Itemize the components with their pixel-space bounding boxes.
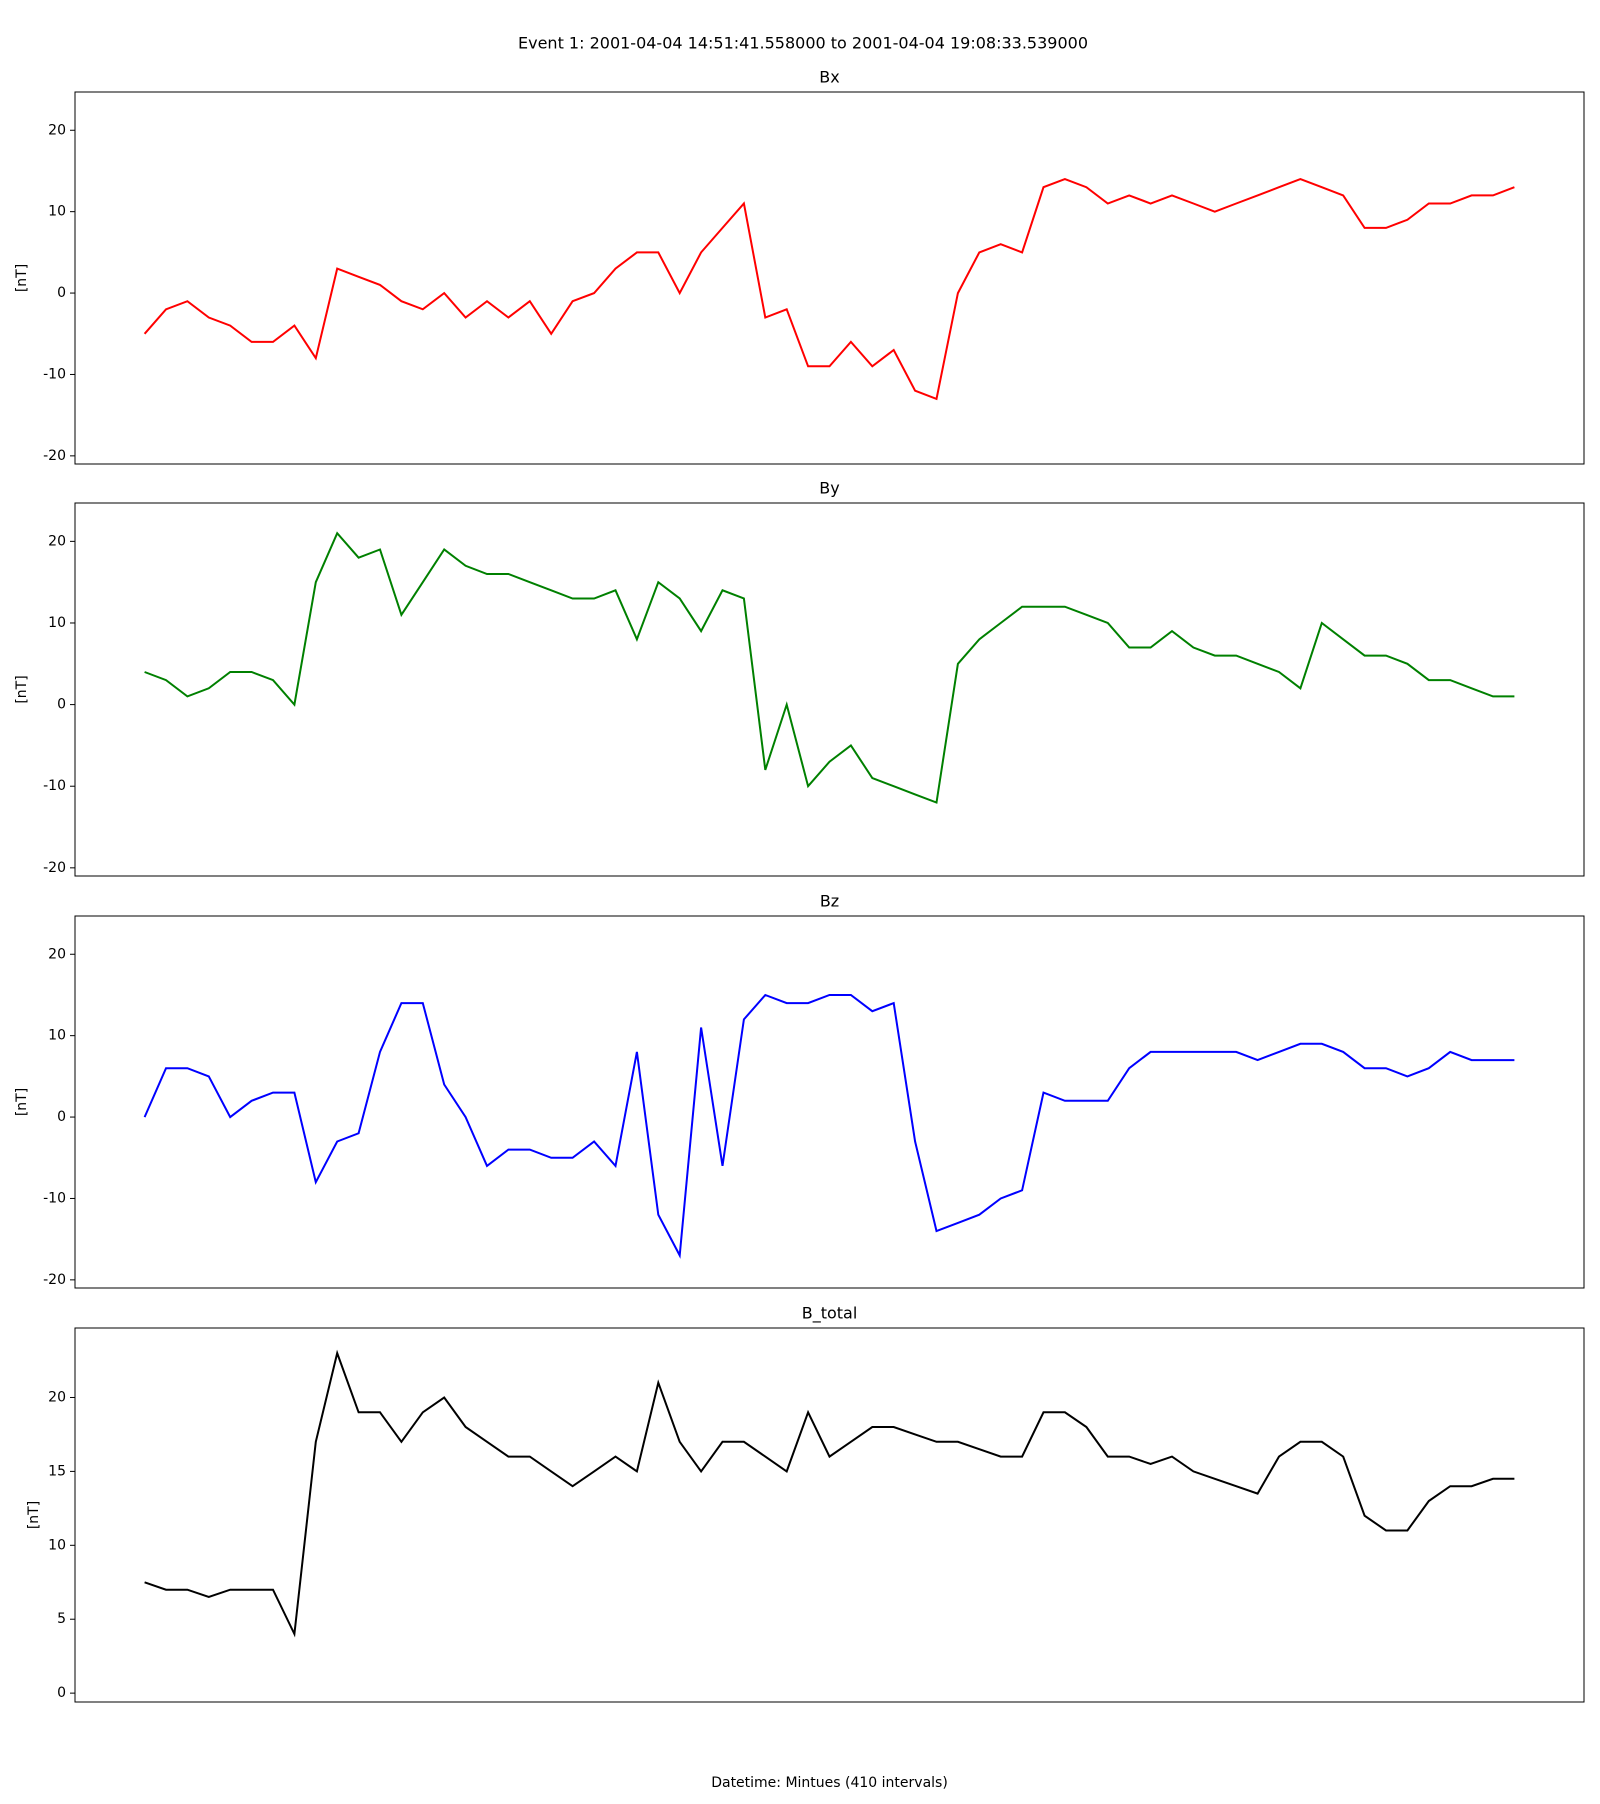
y-tick-label: 20 xyxy=(48,1389,66,1405)
y-tick-label: 5 xyxy=(57,1611,66,1627)
y-tick-label: -20 xyxy=(43,448,66,464)
y-tick-label: 0 xyxy=(57,285,66,301)
y-tick-label: 20 xyxy=(48,533,66,549)
data-line xyxy=(144,531,1515,804)
y-tick-label: -10 xyxy=(43,778,66,794)
plot-frame xyxy=(74,502,1585,877)
y-axis-label: [nT] xyxy=(14,675,30,703)
y-tick-label: 0 xyxy=(57,1109,66,1125)
data-line xyxy=(143,178,1515,401)
y-axis-label: [nT] xyxy=(26,1501,42,1529)
y-tick-label: 20 xyxy=(48,122,66,138)
y-tick-label: 20 xyxy=(48,946,66,962)
y-tick-label: 10 xyxy=(48,1537,66,1553)
y-tick-label: -20 xyxy=(43,1272,66,1288)
plot-frame xyxy=(74,1327,1585,1703)
y-tick-label: -20 xyxy=(43,860,66,876)
figure-title: Event 1: 2001-04-04 14:51:41.558000 to 2… xyxy=(518,34,1088,53)
y-axis-label: [nT] xyxy=(14,264,30,292)
subplot-title: By xyxy=(819,479,839,498)
y-tick-label: 10 xyxy=(48,615,66,631)
y-axis-label: [nT] xyxy=(14,1088,30,1116)
y-tick-label: 0 xyxy=(57,697,66,713)
y-tick-label: -10 xyxy=(43,1190,66,1206)
plot-frame xyxy=(74,91,1585,465)
subplot-title: Bz xyxy=(820,892,839,911)
plot-frame xyxy=(74,915,1585,1289)
data-line xyxy=(143,993,1515,1259)
subplot-title: B_total xyxy=(802,1304,858,1324)
x-axis-label: Datetime: Mintues (410 intervals) xyxy=(711,1775,948,1791)
y-tick-label: 10 xyxy=(48,204,66,220)
y-tick-label: 15 xyxy=(48,1463,66,1479)
data-line xyxy=(144,1349,1515,1638)
subplot-title: Bx xyxy=(819,68,839,87)
y-tick-label: 10 xyxy=(48,1028,66,1044)
y-tick-label: -10 xyxy=(43,366,66,382)
y-tick-label: 0 xyxy=(57,1685,66,1701)
